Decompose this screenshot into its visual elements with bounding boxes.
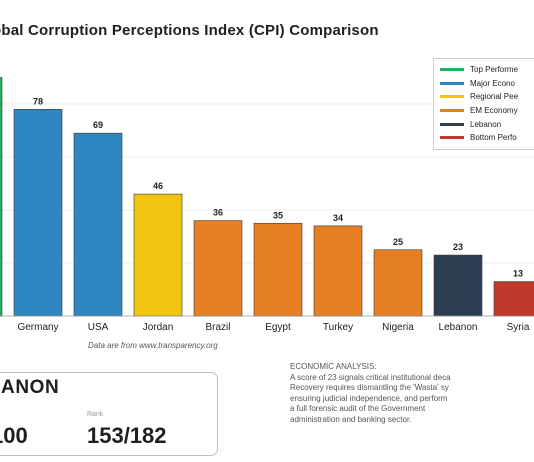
legend-swatch (440, 122, 464, 126)
x-tick-label: Nigeria (382, 322, 414, 333)
data-label: 13 (513, 269, 523, 279)
data-label: 69 (93, 120, 103, 130)
bar (253, 222, 303, 317)
data-label: 23 (453, 242, 463, 252)
x-tick-label: Germany (17, 322, 58, 333)
bar (493, 281, 534, 317)
legend-swatch (440, 95, 464, 99)
card-score-value: 100 (0, 423, 28, 448)
x-tick-label: Lebanon (439, 322, 478, 333)
data-label: 36 (213, 208, 223, 218)
card-country-name: ANON (1, 377, 60, 398)
bar (13, 109, 63, 317)
x-tick-label: Brazil (205, 322, 230, 333)
legend-item: Bottom Perfo (440, 131, 534, 145)
legend-item: Major Econo (440, 77, 534, 91)
legend-label: Major Econo (470, 78, 515, 88)
economic-analysis: ECONOMIC ANALYSIS: A score of 23 signals… (290, 362, 534, 425)
legend-swatch (440, 68, 464, 72)
legend-label: Lebanon (470, 119, 502, 129)
legend-item: Lebanon (440, 117, 534, 131)
legend-label: EM Economy (470, 106, 518, 116)
card-rank-label: Rank (87, 411, 104, 418)
data-label: 78 (33, 96, 43, 106)
bar (0, 77, 3, 317)
legend-label: Bottom Perfo (470, 133, 517, 143)
bar (73, 132, 123, 317)
x-tick-label: Jordan (143, 322, 174, 333)
data-label: 35 (273, 210, 283, 220)
x-tick-label: Egypt (265, 322, 291, 333)
data-label: 25 (393, 237, 403, 247)
legend-item: Top Performe (440, 63, 534, 77)
analysis-line: administration and banking sector. (290, 414, 412, 424)
legend-swatch (440, 109, 464, 113)
chart-title: obal Corruption Perceptions Index (CPI) … (0, 22, 379, 39)
analysis-line: Recovery requires dismantling the 'Wasta… (290, 383, 449, 392)
bar (373, 249, 423, 317)
x-tick-label: USA (88, 322, 109, 333)
analysis-line: A score of 23 signals critical instituti… (290, 372, 451, 382)
bar (433, 254, 483, 317)
source-note: Data are from www.transparency.org (88, 341, 218, 350)
bar (313, 225, 363, 317)
legend-swatch (440, 81, 464, 85)
chart-legend: Top Performe Major Econo Regional Pee EM… (433, 58, 534, 150)
cpi-bar-chart: k78Germany69USA46Jordan36Brazil35Egypt34… (0, 77, 534, 333)
card-rank-value: 153/182 (87, 423, 167, 448)
analysis-line: ensuring judicial independence, and perf… (290, 393, 448, 403)
legend-swatch (440, 136, 464, 140)
data-label: 34 (333, 213, 343, 223)
bar (133, 193, 183, 317)
bar (193, 220, 243, 317)
analysis-heading: ECONOMIC ANALYSIS: (290, 362, 377, 371)
analysis-line: a full forensic audit of the Government (290, 404, 426, 413)
x-tick-label: Syria (507, 322, 530, 333)
legend-label: Top Performe (470, 65, 519, 75)
data-label: 46 (153, 181, 163, 191)
legend-item: EM Economy (440, 104, 534, 118)
legend-item: Regional Pee (440, 90, 534, 104)
country-score-card: ANON 100 Rank 153/182 (0, 372, 218, 456)
x-tick-label: Turkey (323, 322, 353, 333)
legend-label: Regional Pee (470, 92, 519, 102)
